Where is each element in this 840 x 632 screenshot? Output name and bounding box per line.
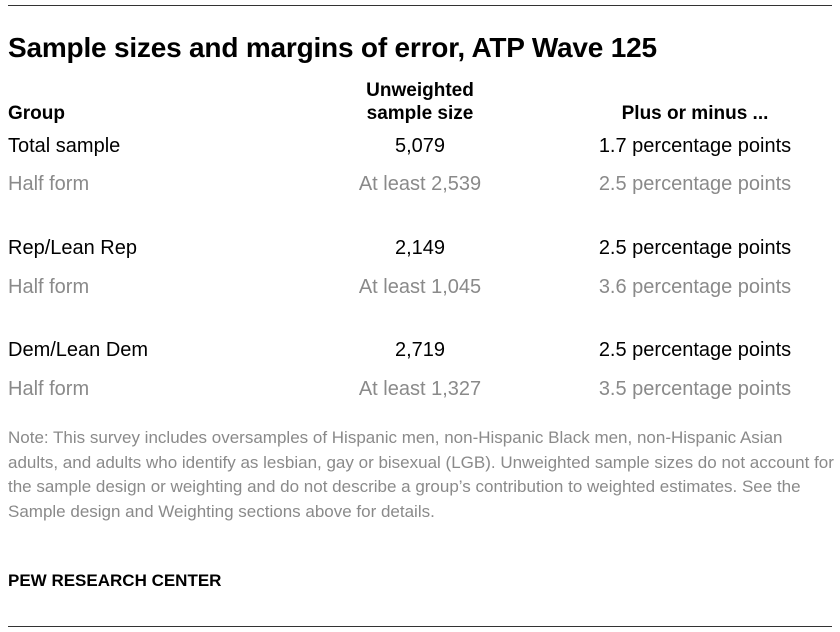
table-row: Half form At least 2,539 2.5 percentage …	[0, 170, 840, 198]
row-margin-of-error: 2.5 percentage points	[598, 237, 792, 259]
table-row: Half form At least 1,045 3.6 percentage …	[0, 273, 840, 301]
row-group: Half form	[8, 173, 90, 195]
table-row: Half form At least 1,327 3.5 percentage …	[0, 375, 840, 403]
row-sample-size: 2,719	[394, 339, 446, 361]
row-sample-size: 2,149	[394, 237, 446, 259]
column-header-sample-size: Unweighted sample size	[340, 79, 500, 125]
source-credit: PEW RESEARCH CENTER	[8, 571, 222, 590]
table-row: Total sample 5,079 1.7 percentage points	[0, 132, 840, 160]
table-row: Rep/Lean Rep 2,149 2.5 percentage points	[0, 234, 840, 262]
bottom-divider	[8, 626, 832, 627]
table-title: Sample sizes and margins of error, ATP W…	[8, 32, 657, 63]
column-header-margin-of-error: Plus or minus ...	[621, 103, 769, 124]
table-row: Dem/Lean Dem 2,719 2.5 percentage points	[0, 336, 840, 364]
row-group: Total sample	[8, 135, 121, 157]
row-group: Rep/Lean Rep	[8, 237, 137, 259]
row-group: Half form	[8, 276, 90, 298]
row-group: Half form	[8, 378, 90, 400]
column-header-group: Group	[8, 103, 65, 124]
row-margin-of-error: 1.7 percentage points	[598, 135, 792, 157]
row-margin-of-error: 2.5 percentage points	[598, 339, 792, 361]
row-sample-size: At least 1,045	[358, 276, 482, 298]
column-header-sample-size-line1: Unweighted	[366, 80, 474, 101]
table-note: Note: This survey includes oversamples o…	[8, 428, 834, 521]
row-sample-size: At least 2,539	[358, 173, 482, 195]
row-margin-of-error: 2.5 percentage points	[598, 173, 792, 195]
row-sample-size: At least 1,327	[358, 378, 482, 400]
column-header-sample-size-line2: sample size	[366, 103, 474, 124]
row-margin-of-error: 3.5 percentage points	[598, 378, 792, 400]
top-divider	[8, 5, 832, 6]
row-group: Dem/Lean Dem	[8, 339, 149, 361]
row-sample-size: 5,079	[394, 135, 446, 157]
row-margin-of-error: 3.6 percentage points	[598, 276, 792, 298]
